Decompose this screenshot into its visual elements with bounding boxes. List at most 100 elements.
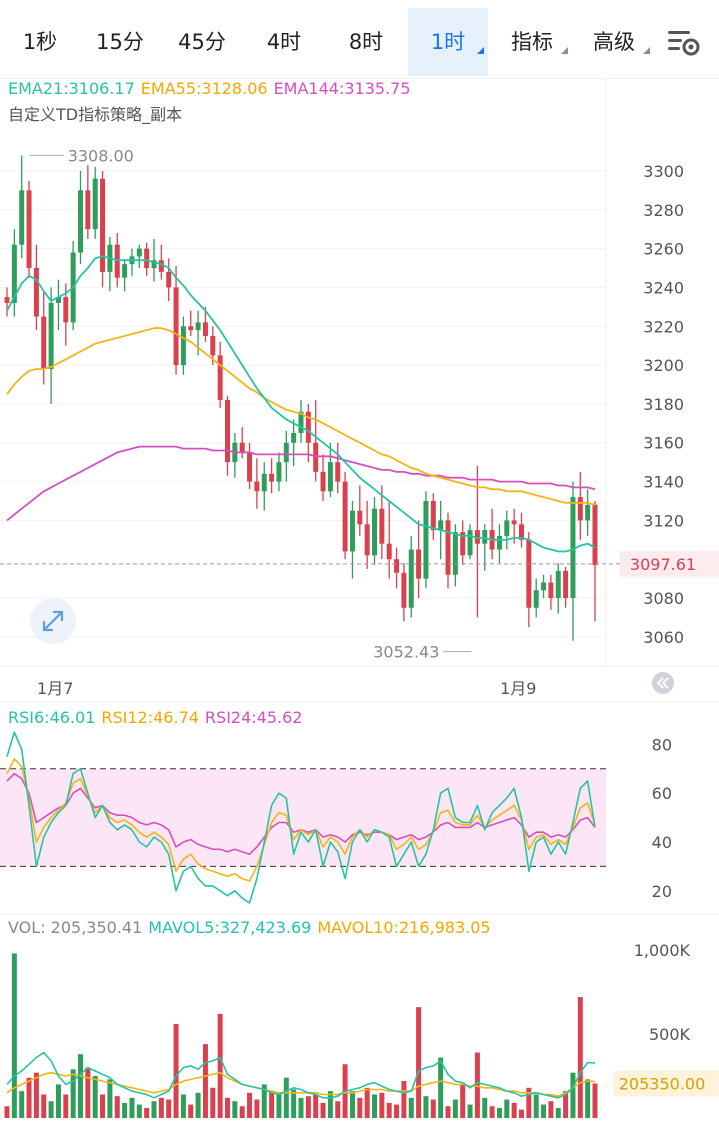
tab-label: 15分 xyxy=(96,30,144,54)
volume-bar xyxy=(173,1023,179,1118)
candle-body xyxy=(408,549,414,608)
volume-bar xyxy=(291,1089,297,1118)
expand-arrows-icon[interactable] xyxy=(30,598,76,644)
volume-bar xyxy=(467,1104,473,1118)
volume-bar xyxy=(4,1106,10,1118)
volume-bar xyxy=(416,1007,422,1118)
candle-body xyxy=(19,190,25,245)
candle-body xyxy=(4,297,10,303)
candle-body xyxy=(570,497,576,599)
tab-label: 45分 xyxy=(178,30,226,54)
candlestick-chart[interactable]: 3300 3280 3260 3240 3220 3200 3180 3160 3140 3120… xyxy=(0,78,719,1121)
timeframe-tab-bar: 1秒 15分 45分 4时 8时 1时 指标 高级 xyxy=(0,0,719,79)
dropdown-triangle-icon xyxy=(561,47,568,54)
tab-45m[interactable]: 45分 xyxy=(160,8,244,76)
volume-bar xyxy=(269,1091,275,1118)
candle-body xyxy=(335,462,341,482)
price-tick-label: 3140 xyxy=(643,473,684,492)
candle-body xyxy=(210,335,216,356)
price-tick-label: 3280 xyxy=(643,201,684,220)
volume-bar xyxy=(276,1094,282,1118)
candle-body xyxy=(78,190,83,253)
volume-bar xyxy=(63,1094,69,1118)
volume-bar xyxy=(144,1107,150,1118)
volume-bar xyxy=(158,1097,164,1118)
candle-body xyxy=(136,248,142,257)
volume-bar xyxy=(114,1096,120,1118)
volume-bar xyxy=(533,1094,539,1118)
volume-bar xyxy=(585,1079,591,1118)
volume-bar xyxy=(70,1069,76,1118)
candle-body xyxy=(202,322,208,336)
volume-bar xyxy=(33,1072,39,1118)
price-tick-label: 3180 xyxy=(643,395,684,414)
candle-body xyxy=(151,260,157,269)
volume-bar xyxy=(202,1044,208,1118)
volume-bar xyxy=(401,1081,407,1118)
ema55-line xyxy=(6,327,596,506)
dropdown-triangle-icon xyxy=(643,47,650,54)
candle-body xyxy=(55,297,61,303)
candle-body xyxy=(217,355,223,401)
mavol5-line xyxy=(6,1051,596,1099)
volume-bar xyxy=(349,1091,355,1118)
candle-body xyxy=(158,260,164,272)
tab-indicators[interactable]: 指标 xyxy=(492,8,572,76)
candle-body xyxy=(445,520,451,575)
tab-8h[interactable]: 8时 xyxy=(324,8,408,76)
volume-bar xyxy=(305,1096,311,1118)
high-marker-label: 3308.00 xyxy=(68,146,134,165)
candle-body xyxy=(313,442,319,472)
candle-body xyxy=(11,244,17,303)
volume-bar xyxy=(563,1091,569,1118)
price-tick-label: 3120 xyxy=(643,511,684,530)
volume-bar xyxy=(180,1094,186,1118)
tab-advanced[interactable]: 高级 xyxy=(574,8,654,76)
candle-body xyxy=(585,504,591,521)
price-tick-label: 3160 xyxy=(643,434,684,453)
volume-bar xyxy=(100,1094,106,1118)
tab-1s[interactable]: 1秒 xyxy=(0,8,80,76)
ema21-line xyxy=(6,255,596,553)
volume-bar xyxy=(379,1092,385,1118)
last-price-label: 3097.61 xyxy=(630,555,696,574)
volume-bar xyxy=(11,953,17,1118)
price-tick-label: 3300 xyxy=(643,162,684,181)
ema55-legend: EMA55:3128.06 xyxy=(140,79,268,98)
candle-body xyxy=(48,302,54,369)
candle-body xyxy=(173,287,179,366)
volume-bar xyxy=(92,1076,98,1118)
ema-legend: EMA21:3106.17 EMA55:3128.06 EMA144:3135.75 xyxy=(8,79,417,98)
candle-body xyxy=(496,535,502,550)
volume-bar xyxy=(85,1067,91,1118)
candle-body xyxy=(364,524,370,556)
volume-bar xyxy=(394,1104,400,1118)
tab-15m[interactable]: 15分 xyxy=(80,8,160,76)
volume-bar xyxy=(526,1087,532,1118)
mavol5-legend: MAVOL5:327,423.69 xyxy=(148,918,312,937)
volume-bar xyxy=(283,1077,289,1118)
candle-body xyxy=(100,178,106,272)
volume-bar xyxy=(445,1106,451,1118)
rsi-tick-label: 20 xyxy=(652,882,672,901)
rsi-band-fill xyxy=(0,768,606,867)
volume-bar xyxy=(496,1107,502,1118)
volume-bar xyxy=(372,1094,377,1118)
volume-bar xyxy=(327,1091,333,1118)
candle-body xyxy=(467,530,473,556)
candle-body xyxy=(349,510,355,552)
double-chevron-left-icon[interactable] xyxy=(652,672,674,694)
tab-4h[interactable]: 4时 xyxy=(244,8,324,76)
volume-bar xyxy=(210,1087,216,1118)
price-tick-label: 3200 xyxy=(643,356,684,375)
volume-bar xyxy=(26,1077,32,1118)
tab-1h[interactable]: 1时 xyxy=(408,8,488,76)
candle-body xyxy=(276,462,282,482)
rsi-legend: RSI6:46.01 RSI12:46.74 RSI24:45.62 xyxy=(8,708,308,727)
candle-body xyxy=(283,442,289,463)
price-tick-label: 3240 xyxy=(643,278,684,297)
candle-body xyxy=(592,504,598,566)
candle-body xyxy=(379,508,385,544)
settings-gear-icon[interactable] xyxy=(664,26,702,60)
candle-body xyxy=(291,433,297,443)
